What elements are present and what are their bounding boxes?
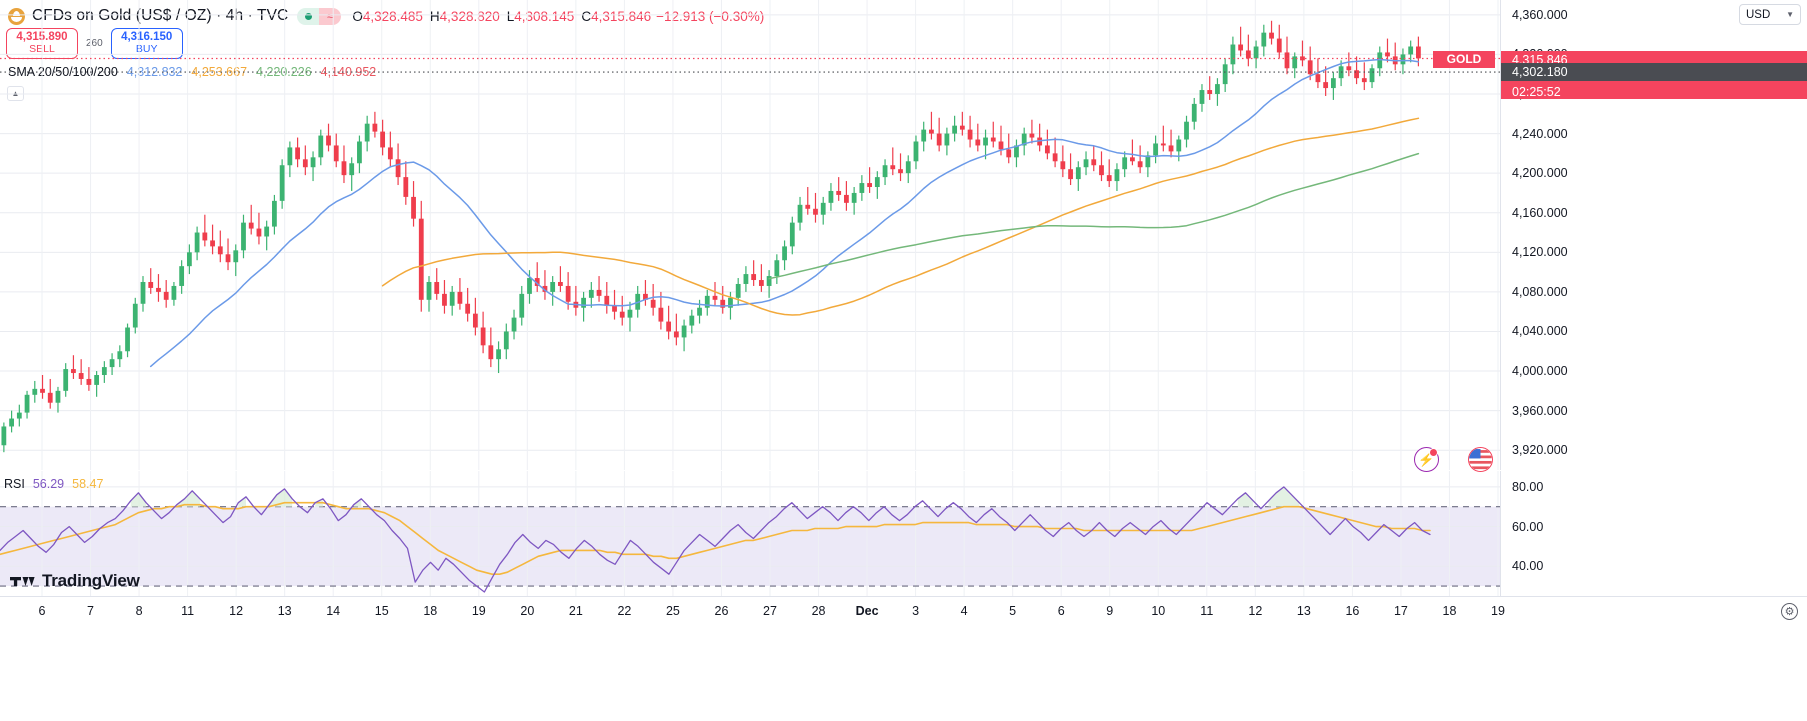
last-price-value: 4,315.846	[1512, 52, 1568, 67]
time-axis-tick: 6	[1057, 604, 1065, 618]
time-axis-tick: 4	[960, 604, 968, 618]
time-axis-tick: 3	[912, 604, 920, 618]
price-axis-tick: 4,200.000	[1512, 166, 1568, 181]
rsi-axis-tick: 60.00	[1512, 519, 1544, 534]
low-value: 4,308.145	[514, 8, 575, 24]
price-chart-pane[interactable]	[0, 0, 1500, 470]
rsi-chart-svg	[0, 471, 1500, 596]
time-axis-tick: 6	[38, 604, 46, 618]
time-axis-tick: 18	[1442, 604, 1457, 618]
time-axis-tick: 19	[471, 604, 486, 618]
sma-50-value: 4,253.667	[191, 65, 248, 79]
rsi-ma-value: 58.47	[72, 477, 104, 491]
tradingview-logo-icon	[10, 576, 35, 586]
currency-label: USD	[1746, 8, 1771, 21]
sma-200-value: 4,140.952	[320, 65, 377, 79]
tilde-wave-icon[interactable]: ≈	[319, 7, 342, 25]
time-axis-tick: Dec	[855, 604, 879, 618]
time-axis-tick: 16	[1345, 604, 1360, 618]
chevron-down-icon: ▼	[1786, 10, 1794, 19]
rsi-chart-pane[interactable]	[0, 471, 1500, 596]
rsi-axis-tick: 40.00	[1512, 559, 1544, 574]
rsi-value: 56.29	[32, 477, 65, 491]
gear-icon[interactable]: ⚙	[1781, 603, 1798, 620]
high-value: 4,328.820	[439, 8, 500, 24]
time-axis-tick: 15	[374, 604, 389, 618]
time-axis-tick: 18	[423, 604, 438, 618]
time-axis-tick: 9	[1106, 604, 1114, 618]
buy-label: BUY	[135, 42, 158, 55]
price-axis-tick: 4,120.000	[1512, 245, 1568, 260]
ohlc-values: O4,328.485 H4,328.820 L4,308.145 C4,315.846…	[352, 9, 764, 24]
price-axis-tick: 4,040.000	[1512, 324, 1568, 339]
previous-close-badge: 4,302.180	[1501, 63, 1807, 82]
price-chart-svg	[0, 0, 1500, 470]
buy-button[interactable]: 4,316.150 BUY	[110, 27, 183, 59]
price-axis[interactable]: USD ▼ 4,360.0004,320.0004,280.0004,240.0…	[1433, 0, 1807, 470]
close-key: C	[581, 8, 592, 24]
lightning-bolt-icon[interactable]: ⚡	[1414, 447, 1439, 472]
us-flag-icon[interactable]	[1468, 447, 1493, 472]
time-axis-tick: 28	[811, 604, 826, 618]
price-axis-tick: 4,000.000	[1512, 364, 1568, 379]
time-axis-tick: 8	[135, 604, 143, 618]
time-axis-tick: 5	[1009, 604, 1017, 618]
rsi-legend-title: RSI	[4, 477, 25, 491]
price-axis-tick: 4,360.000	[1512, 7, 1568, 22]
time-axis-tick: 14	[326, 604, 341, 618]
time-axis-tick: 10	[1151, 604, 1166, 618]
symbol-title[interactable]: CFDs on Gold (US$ / OZ) · 4h · TVC	[32, 7, 289, 24]
time-axis-tick: 22	[617, 604, 632, 618]
time-axis-tick: 17	[1393, 604, 1408, 618]
symbol-price-tag: GOLD	[1433, 50, 1495, 68]
time-axis-tick: 21	[568, 604, 583, 618]
high-key: H	[429, 8, 440, 24]
us-flag-glyph	[1469, 448, 1492, 471]
time-axis-tick: 12	[229, 604, 244, 618]
tradingview-logo-text: TradingView	[42, 571, 140, 590]
open-value: 4,328.485	[362, 8, 423, 24]
sma-20-value: 4,312.832	[126, 65, 183, 79]
rsi-axis[interactable]: 80.00 60.00 40.00	[1500, 471, 1807, 596]
market-status-pills[interactable]: ≈	[297, 7, 342, 25]
trade-widget: 4,315.890 SELL 260 4,316.150 BUY	[6, 27, 183, 59]
price-axis-tick: 4,080.000	[1512, 284, 1568, 299]
spread-value: 260	[86, 37, 103, 49]
price-axis-tick: 4,240.000	[1512, 126, 1568, 141]
close-value: 4,315.846	[591, 8, 652, 24]
time-axis-tick: 27	[763, 604, 777, 618]
time-axis-tick: 13	[1296, 604, 1311, 618]
currency-selector[interactable]: USD ▼	[1739, 4, 1801, 25]
time-axis-tick: 11	[181, 604, 195, 618]
price-axis-tick: 3,920.000	[1512, 443, 1568, 458]
time-axis-tick: 13	[277, 604, 292, 618]
rsi-legend[interactable]: RSI 56.29 58.47	[4, 476, 103, 492]
time-axis-tick: 12	[1248, 604, 1263, 618]
symbol-legend: CFDs on Gold (US$ / OZ) · 4h · TVC ≈ O4,…	[8, 5, 764, 27]
time-axis-tick: 11	[1200, 604, 1214, 618]
tradingview-logo[interactable]: TradingView	[10, 571, 140, 591]
time-axis[interactable]: TradingView 6 7 8 11 12 13 14 15 18 19 20 21 22 25 26 2…	[0, 571, 1807, 721]
open-key: O	[352, 8, 363, 24]
time-axis-tick: 26	[714, 604, 729, 618]
price-axis-tick: 3,960.000	[1512, 403, 1568, 418]
rsi-axis-tick: 80.00	[1512, 479, 1544, 494]
bar-countdown: 02:25:52	[1512, 84, 1561, 99]
time-axis-tick: 25	[665, 604, 680, 618]
change-value: −12.913 (−0.30%)	[656, 8, 765, 24]
price-axis-tick: 4,160.000	[1512, 205, 1568, 220]
low-key: L	[506, 8, 515, 24]
buy-price: 4,316.150	[121, 31, 173, 44]
time-axis-tick: 7	[87, 604, 95, 618]
time-axis-tick: 20	[520, 604, 535, 618]
market-open-dot-icon[interactable]	[297, 7, 320, 25]
time-axis-tick: 19	[1491, 604, 1505, 618]
gold-bullion-icon	[8, 7, 25, 25]
